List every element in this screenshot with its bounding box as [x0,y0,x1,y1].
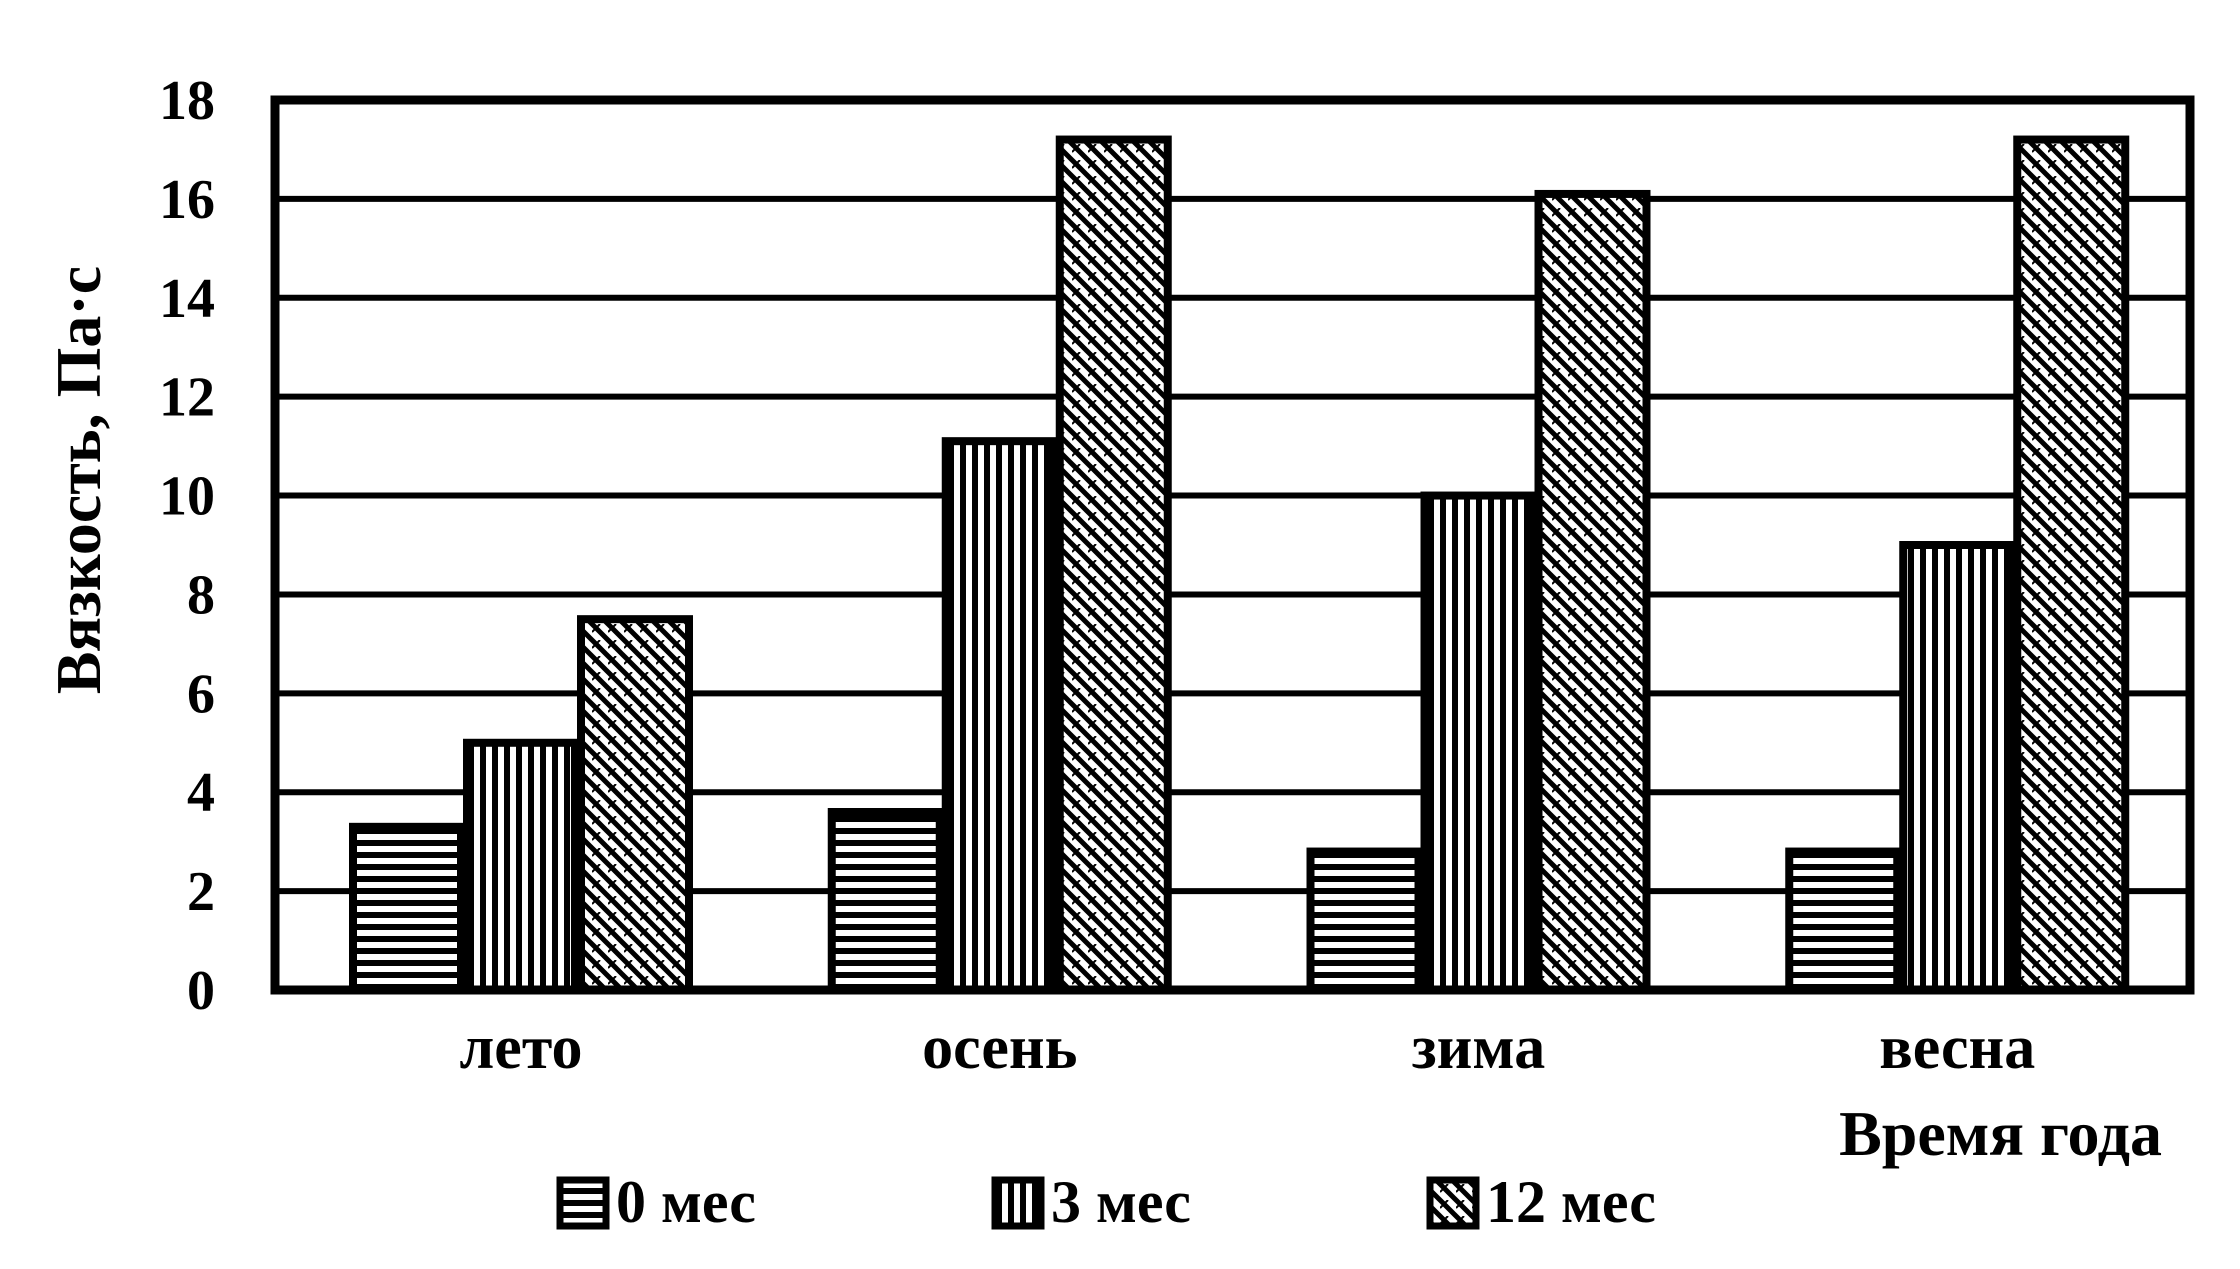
legend-label: 0 мес [616,1169,756,1235]
y-tick-labels: 0 2 4 6 8 10 12 14 16 18 [159,70,215,1022]
x-category-label: осень [922,1014,1077,1082]
y-tick-label: 6 [187,663,215,725]
bar-зима-3-мес [1420,491,1537,994]
legend: 0 мес 3 мес 12 мес [556,1169,1656,1235]
y-tick-label: 8 [187,564,215,626]
x-category-label: лето [460,1014,583,1082]
y-tick-label: 2 [187,861,215,923]
bar-осень-12-мес [1055,135,1172,995]
plot-frame [270,95,2195,995]
bar-зима-12-мес [1534,189,1651,994]
legend-swatch [1426,1176,1480,1230]
x-category-label: весна [1879,1014,2035,1082]
y-tick-label: 4 [187,762,215,824]
bar-лето-12-мес [577,615,693,995]
bar-лето-0-мес [349,822,465,994]
bar-весна-12-мес [2013,135,2130,995]
y-tick-label: 10 [159,466,215,528]
y-tick-label: 12 [159,367,215,429]
bar-зима-0-мес [1306,847,1423,994]
legend-label: 3 мес [1051,1169,1191,1235]
bar-весна-3-мес [1899,541,2016,994]
legend-swatch [556,1176,610,1230]
y-axis-title: Вязкость, Па·с [43,266,114,694]
x-category-labels: лето осень зима весна [460,1014,2036,1082]
y-tick-label: 14 [159,268,215,330]
y-tick-label: 16 [159,169,215,231]
x-category-label: зима [1412,1014,1545,1082]
y-tick-label: 0 [187,960,215,1022]
y-tick-label: 18 [159,70,215,132]
legend-label: 12 мес [1486,1169,1656,1235]
bar-лето-3-мес [463,738,579,994]
x-axis-title: Время года [1839,1098,2162,1169]
legend-swatch [991,1176,1045,1230]
bars [349,135,2130,995]
bar-осень-3-мес [941,437,1058,994]
bar-весна-0-мес [1785,847,1902,994]
bar-осень-0-мес [827,808,944,994]
